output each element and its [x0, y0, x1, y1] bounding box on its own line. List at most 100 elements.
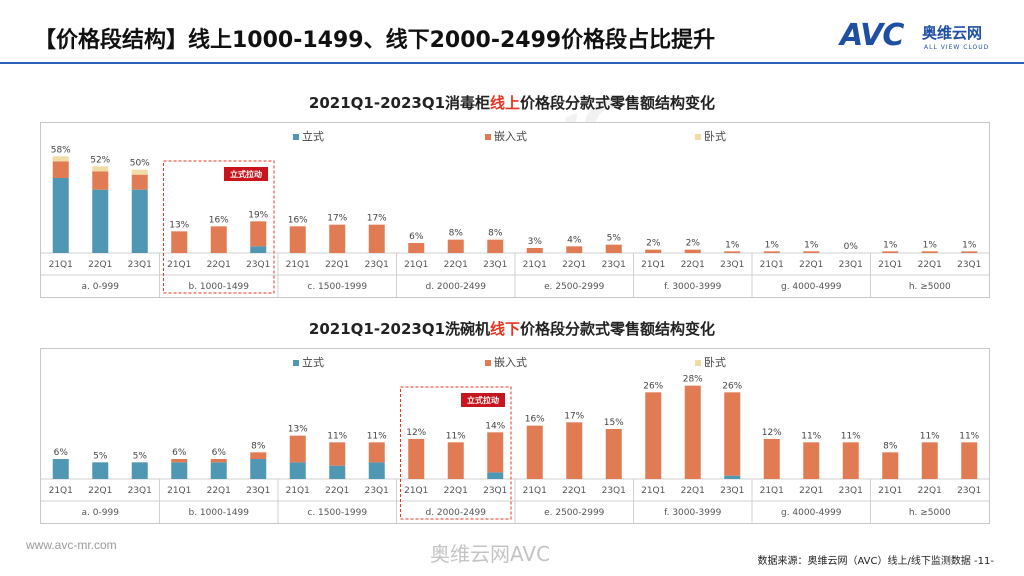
chart2-title-highlight: 线下: [490, 320, 521, 338]
chart2-period-label: 23Q1: [839, 486, 863, 496]
chart1-period-label: 22Q1: [88, 260, 112, 270]
chart2-group-label: d. 2000-2499: [426, 508, 487, 518]
chart2-data-label: 15%: [604, 418, 624, 428]
chart2-bar-segment: [250, 459, 267, 479]
chart2-period-label: 23Q1: [483, 486, 507, 496]
chart2-bar-segment: [842, 442, 859, 479]
chart2-legend-vertical: 立式: [293, 354, 324, 370]
chart2-data-label: 11%: [841, 431, 861, 441]
chart2-period-label: 22Q1: [918, 486, 942, 496]
chart2-data-label: 14%: [485, 421, 505, 431]
chart2-legend-horizontal: 卧式: [695, 354, 726, 370]
chart1-period-label: 23Q1: [128, 260, 152, 270]
chart2-period-label: 23Q1: [246, 486, 270, 496]
logo-en-text: ALL VIEW CLOUD: [924, 44, 990, 51]
chart1-annotation-tag: [224, 167, 268, 181]
chart1-period-label: 23Q1: [365, 260, 389, 270]
chart1-group-label: a. 0-999: [82, 282, 120, 292]
chart1-period-label: 23Q1: [720, 260, 744, 270]
chart2-bar-segment: [210, 459, 227, 463]
chart1-data-label: 1%: [923, 240, 938, 250]
chart1-data-label: 1%: [725, 240, 740, 250]
chart1-data-label: 16%: [209, 215, 229, 225]
footer-url: www.avc-mr.com: [26, 538, 117, 552]
chart1-period-label: 22Q1: [681, 260, 705, 270]
chart1-highlight-box: [163, 160, 275, 294]
chart2-period-label: 21Q1: [404, 486, 428, 496]
chart2-bar-segment: [289, 462, 306, 479]
chart1-group-label: g. 4000-4999: [781, 282, 842, 292]
chart1-period-label: 22Q1: [325, 260, 349, 270]
chart2-annotation-text: 立式拉动: [467, 395, 499, 405]
chart1-data-label: 5%: [607, 234, 622, 244]
chart2-period-label: 23Q1: [720, 486, 744, 496]
chart1-data-label: 8%: [449, 229, 464, 239]
chart1-bar-segment: [92, 189, 109, 253]
chart2-bar-segment: [645, 392, 662, 479]
chart2-data-label: 11%: [446, 431, 466, 441]
chart2-period-label: 21Q1: [760, 486, 784, 496]
chart1-bar-segment: [961, 251, 978, 253]
chart2-bar-segment: [447, 442, 464, 479]
chart2-data-label: 16%: [525, 415, 545, 425]
chart2-data-label: 26%: [722, 381, 742, 391]
chart1-period-label: 21Q1: [167, 260, 191, 270]
chart2-data-label: 11%: [801, 431, 821, 441]
chart2-period-label: 22Q1: [799, 486, 823, 496]
chart1-bar-segment: [131, 189, 148, 253]
chart2-data-label: 11%: [959, 431, 979, 441]
chart1-data-label: 3%: [528, 237, 543, 247]
chart1-group-label: d. 2000-2499: [426, 282, 487, 292]
chart2-bar-segment: [131, 462, 148, 479]
chart1-box: 立式 嵌入式 卧式 a. 0-999 58% 21Q1 52% 22Q1 50% 23Q1 b…: [40, 122, 990, 298]
chart2-period-label: 22Q1: [325, 486, 349, 496]
chart2-bar-segment: [171, 462, 188, 479]
chart2-box: 立式 嵌入式 卧式 a. 0-999 6% 21Q1 5% 22Q1 5% 23Q1 b. 1…: [40, 348, 990, 524]
chart2-period-label: 21Q1: [523, 486, 547, 496]
chart1-period-label: 21Q1: [878, 260, 902, 270]
chart1-data-label: 17%: [367, 214, 387, 224]
chart1-data-label: 17%: [327, 214, 347, 224]
logo-cn-text: 奥维云网: [922, 24, 983, 42]
chart1-bar-segment: [447, 239, 464, 253]
chart1-bar-segment: [882, 251, 899, 253]
chart1-title-part1: 2021Q1-2023Q1消毒柜: [308, 94, 491, 112]
chart1-plot: a. 0-999 58% 21Q1 52% 22Q1 50% 23Q1 b. 1000-149…: [41, 145, 989, 297]
chart1-period-label: 23Q1: [246, 260, 270, 270]
chart2-data-label: 5%: [93, 451, 108, 461]
chart1-data-label: 0%: [844, 242, 859, 252]
chart1-bar-segment: [289, 226, 306, 253]
chart2-group-label: a. 0-999: [82, 508, 120, 518]
chart2-period-label: 23Q1: [602, 486, 626, 496]
chart1-group-label: h. ≥5000: [909, 282, 951, 292]
chart2-bar-segment: [329, 465, 346, 479]
chart2-bar-segment: [882, 452, 899, 479]
chart2-bar-segment: [763, 439, 780, 479]
chart1-bar-segment: [210, 226, 227, 253]
chart1-period-label: 22Q1: [918, 260, 942, 270]
chart1-data-label: 1%: [962, 240, 977, 250]
chart1-title-part2: 价格段分款式零售额结构变化: [520, 94, 716, 112]
chart1-data-label: 4%: [567, 235, 582, 245]
chart1-bar-segment: [368, 224, 385, 253]
chart2-legend-embedded: 嵌入式: [485, 354, 527, 370]
chart1-bar-segment: [52, 161, 69, 178]
chart1-period-label: 22Q1: [207, 260, 231, 270]
chart1-bar-segment: [803, 251, 820, 253]
chart1-period-label: 22Q1: [444, 260, 468, 270]
chart2-period-label: 22Q1: [207, 486, 231, 496]
chart1-title: 2021Q1-2023Q1消毒柜线上价格段分款式零售额结构变化: [0, 92, 1024, 113]
chart2-bar-segment: [526, 425, 543, 479]
chart2-period-label: 21Q1: [286, 486, 310, 496]
chart2-period-label: 23Q1: [365, 486, 389, 496]
chart1-period-label: 21Q1: [286, 260, 310, 270]
avc-logo: AVC 奥维云网 ALL VIEW CLOUD: [840, 18, 1010, 62]
chart2-bar-segment: [171, 459, 188, 463]
chart1-period-label: 21Q1: [641, 260, 665, 270]
header-divider: [0, 62, 1024, 64]
chart1-data-label: 19%: [248, 210, 268, 220]
chart2-data-label: 26%: [643, 381, 663, 391]
chart1-data-label: 1%: [765, 240, 780, 250]
chart1-data-label: 50%: [130, 159, 150, 169]
chart2-bar-segment: [408, 439, 425, 479]
